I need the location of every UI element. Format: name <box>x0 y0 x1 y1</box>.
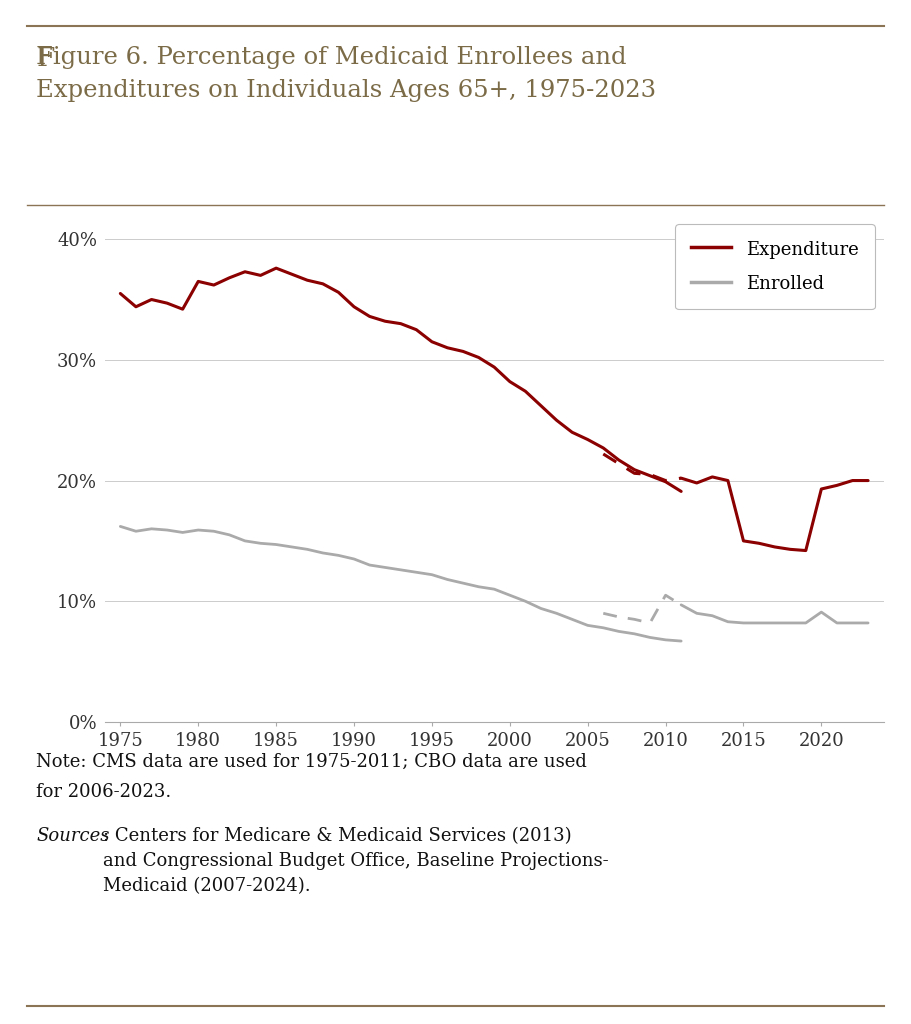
Text: Figure 6. Percentage of Medicaid Enrollees and
Expenditures on Individuals Ages : Figure 6. Percentage of Medicaid Enrolle… <box>36 46 657 102</box>
Text: for 2006-2023.: for 2006-2023. <box>36 783 171 802</box>
Text: : Centers for Medicare & Medicaid Services (2013)
and Congressional Budget Offic: : Centers for Medicare & Medicaid Servic… <box>103 827 609 895</box>
Text: Sources: Sources <box>36 827 110 846</box>
Legend: Expenditure, Enrolled: Expenditure, Enrolled <box>675 224 875 309</box>
Text: Note: CMS data are used for 1975-2011; CBO data are used: Note: CMS data are used for 1975-2011; C… <box>36 753 588 771</box>
Text: F: F <box>36 46 55 71</box>
